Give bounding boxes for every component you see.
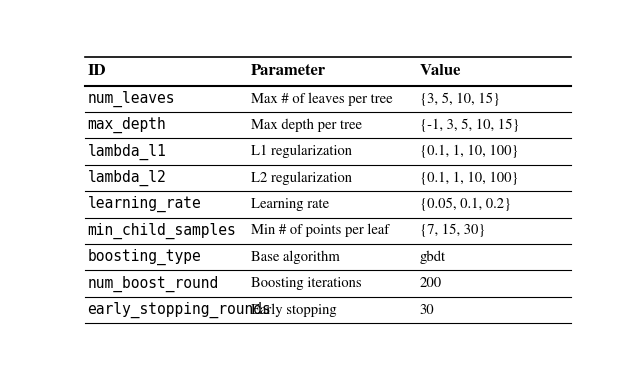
Text: {0.1, 1, 10, 100}: {0.1, 1, 10, 100} <box>420 145 518 158</box>
Text: max_depth: max_depth <box>88 117 166 133</box>
Text: Max # of leaves per tree: Max # of leaves per tree <box>251 92 393 106</box>
Text: learning_rate: learning_rate <box>88 196 201 212</box>
Text: Value: Value <box>420 64 461 78</box>
Text: gbdt: gbdt <box>420 250 446 264</box>
Text: Min # of points per leaf: Min # of points per leaf <box>251 224 389 237</box>
Text: lambda_l1: lambda_l1 <box>88 144 166 160</box>
Text: num_boost_round: num_boost_round <box>88 275 219 292</box>
Text: 200: 200 <box>420 277 442 290</box>
Text: Early stopping: Early stopping <box>251 303 337 317</box>
Text: min_child_samples: min_child_samples <box>88 223 236 239</box>
Text: {0.05, 0.1, 0.2}: {0.05, 0.1, 0.2} <box>420 198 511 211</box>
Text: {0.1, 1, 10, 100}: {0.1, 1, 10, 100} <box>420 171 518 185</box>
Text: Max depth per tree: Max depth per tree <box>251 118 362 132</box>
Text: L2 regularization: L2 regularization <box>251 171 352 185</box>
Text: Boosting iterations: Boosting iterations <box>251 277 362 290</box>
Text: ID: ID <box>88 64 106 78</box>
Text: {-1, 3, 5, 10, 15}: {-1, 3, 5, 10, 15} <box>420 118 520 132</box>
Text: lambda_l2: lambda_l2 <box>88 170 166 186</box>
Text: Base algorithm: Base algorithm <box>251 250 340 264</box>
Text: early_stopping_rounds: early_stopping_rounds <box>88 302 271 318</box>
Text: num_leaves: num_leaves <box>88 91 175 107</box>
Text: boosting_type: boosting_type <box>88 249 201 265</box>
Text: Parameter: Parameter <box>251 64 326 78</box>
Text: 30: 30 <box>420 303 435 317</box>
Text: {3, 5, 10, 15}: {3, 5, 10, 15} <box>420 92 500 106</box>
Text: {7, 15, 30}: {7, 15, 30} <box>420 224 485 237</box>
Text: Learning rate: Learning rate <box>251 198 329 211</box>
Text: L1 regularization: L1 regularization <box>251 145 352 158</box>
